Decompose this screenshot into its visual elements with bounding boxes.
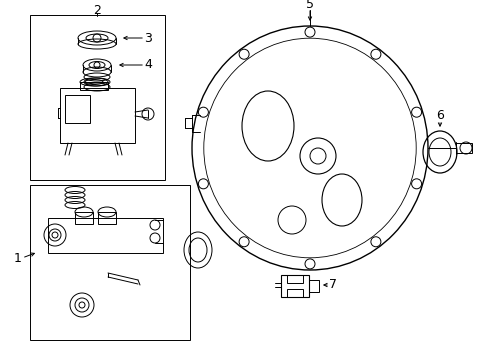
Text: 6: 6	[435, 109, 443, 122]
Bar	[308, 280, 318, 292]
Bar	[80, 82, 108, 90]
Text: 2: 2	[93, 4, 101, 17]
Text: 5: 5	[305, 0, 313, 10]
Bar	[455, 143, 471, 153]
Bar	[75, 212, 93, 224]
Bar	[281, 275, 308, 297]
Text: 3: 3	[144, 31, 152, 45]
Bar	[30, 185, 190, 340]
Text: 1: 1	[14, 252, 22, 265]
Bar	[48, 218, 163, 253]
Bar	[65, 95, 90, 123]
Bar	[286, 275, 303, 283]
Bar	[30, 15, 164, 180]
Bar	[98, 212, 116, 224]
Bar	[286, 289, 303, 297]
Text: 7: 7	[328, 279, 336, 292]
Bar	[60, 88, 135, 143]
Text: 4: 4	[144, 58, 152, 72]
